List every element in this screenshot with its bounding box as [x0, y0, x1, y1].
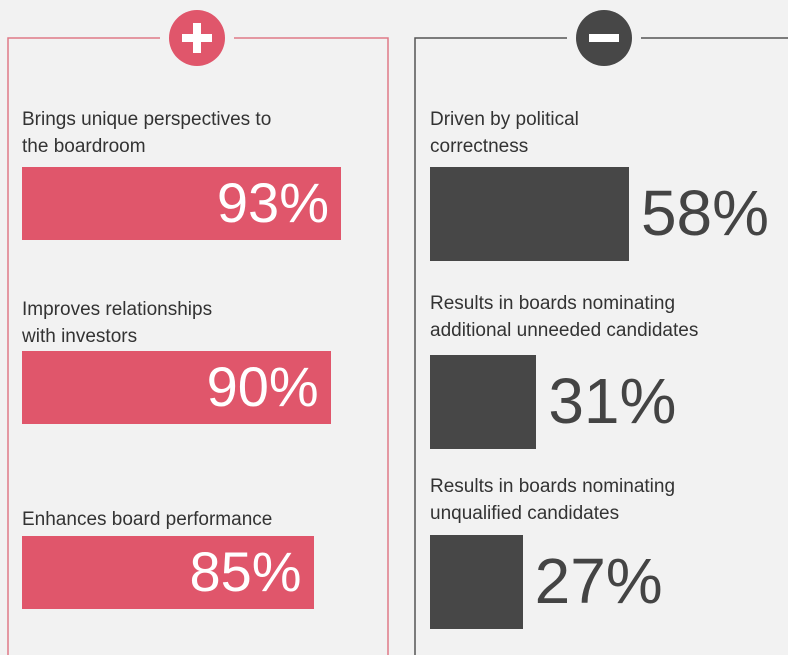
bar	[430, 167, 629, 261]
bar	[430, 355, 537, 449]
bar	[430, 535, 523, 629]
bar	[22, 351, 331, 424]
value-label: 93%	[216, 171, 329, 234]
value-label: 31%	[548, 365, 677, 437]
category-label: Enhances board performance	[22, 509, 273, 530]
value-label: 85%	[189, 540, 302, 603]
category-label: Results in boards nominating unqualified…	[430, 476, 676, 524]
category-label: Driven by political correctness	[430, 109, 579, 157]
category-label: Brings unique perspectives to the boardr…	[22, 109, 272, 157]
bar	[22, 536, 314, 609]
value-label: 90%	[206, 355, 319, 418]
value-label: 58%	[640, 177, 770, 249]
positive-panel-border	[7, 37, 389, 655]
value-label: 27%	[534, 545, 663, 617]
category-label: Improves relationships with investors	[22, 299, 213, 347]
plus-sign	[182, 23, 212, 53]
category-label: Results in boards nominating additional …	[430, 293, 699, 341]
negative-panel-border	[414, 37, 788, 655]
bar	[22, 167, 341, 240]
